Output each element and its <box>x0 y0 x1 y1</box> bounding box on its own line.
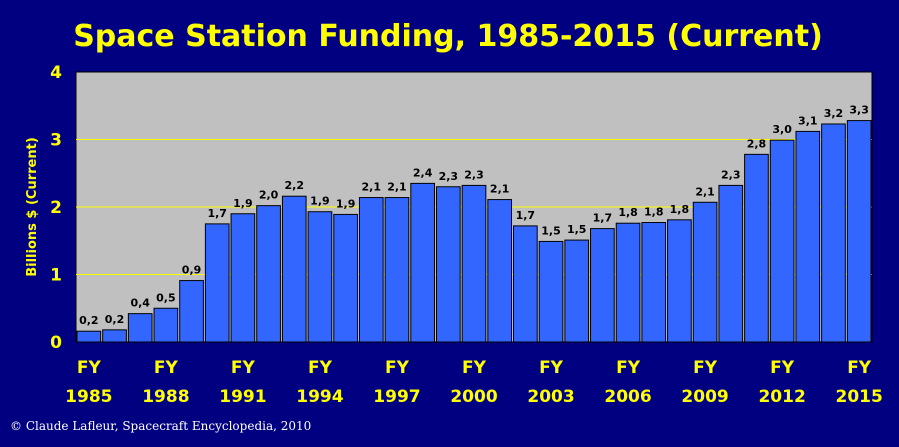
x-tick-label-year: 2009 <box>681 387 728 407</box>
data-label: 1,7 <box>593 212 613 225</box>
data-labels: 0,2 0,2 0,4 0,5 0,9 1,7 1,9 2,0 2,2 1,9 1,9 2,1 2,1 2… <box>79 104 869 328</box>
data-label: 1,9 <box>310 195 330 208</box>
data-label: 2,3 <box>721 168 741 181</box>
x-tick-label-fy: FY <box>308 358 333 378</box>
x-tick-label-year: 1997 <box>373 387 420 407</box>
y-tick-label: 0 <box>50 333 62 353</box>
data-label: 1,5 <box>541 224 561 237</box>
data-label: 2,8 <box>747 137 767 150</box>
data-label: 3,3 <box>849 104 869 117</box>
x-tick-label-year: 1985 <box>65 387 112 407</box>
x-tick-label-fy: FY <box>693 358 718 378</box>
bar <box>204 223 230 343</box>
data-label: 1,9 <box>336 197 356 210</box>
data-label: 2,4 <box>413 166 433 179</box>
data-label: 2,1 <box>362 181 382 194</box>
x-tick-label-fy: FY <box>154 358 179 378</box>
data-label: 3,1 <box>798 114 818 127</box>
bar <box>230 213 256 343</box>
data-label: 1,8 <box>618 206 638 219</box>
x-tick-label-fy: FY <box>231 358 256 378</box>
bar <box>615 222 641 343</box>
x-tick-label-year: 1994 <box>296 387 343 407</box>
chart-title: Space Station Funding, 1985-2015 (Curren… <box>73 19 823 54</box>
data-label: 0,9 <box>182 264 202 277</box>
x-tick-label-year: 1988 <box>142 387 189 407</box>
data-label: 2,3 <box>464 168 484 181</box>
bar <box>538 240 564 343</box>
bar <box>769 139 795 343</box>
bars <box>76 120 872 343</box>
bar <box>76 330 102 343</box>
data-label: 1,8 <box>670 203 690 216</box>
y-axis-label: Billions $ (Current) <box>25 137 40 277</box>
data-label: 1,7 <box>516 209 536 222</box>
x-tick-label-fy: FY <box>539 358 564 378</box>
data-label: 1,5 <box>567 223 587 236</box>
data-label: 2,0 <box>259 189 279 202</box>
y-tick-label: 3 <box>50 131 62 151</box>
data-label: 0,5 <box>156 291 176 304</box>
bar <box>435 186 461 343</box>
bar <box>692 201 718 343</box>
y-axis-ticks: 0 1 2 3 4 <box>50 63 62 353</box>
copyright-credit: © Claude Lafleur, Spacecraft Encyclopedi… <box>10 419 311 433</box>
bar <box>718 184 744 343</box>
data-label: 2,1 <box>695 185 715 198</box>
x-tick-label-fy: FY <box>616 358 641 378</box>
bar <box>358 197 384 343</box>
bar <box>795 130 821 343</box>
bar <box>846 120 872 343</box>
data-label: 1,9 <box>233 197 253 210</box>
bar <box>307 211 333 343</box>
bar <box>153 307 179 343</box>
x-tick-label-fy: FY <box>77 358 102 378</box>
bar <box>127 313 153 343</box>
data-label: 0,2 <box>105 313 125 326</box>
x-tick-label-year: 2006 <box>604 387 651 407</box>
x-tick-label-fy: FY <box>385 358 410 378</box>
data-label: 0,4 <box>130 297 150 310</box>
bar <box>333 213 358 343</box>
bar <box>590 228 615 343</box>
bar <box>461 184 487 343</box>
x-tick-label-year: 2003 <box>527 387 574 407</box>
x-tick-label-year: 2015 <box>835 387 882 407</box>
bar <box>821 123 846 343</box>
data-label: 3,0 <box>772 123 792 136</box>
data-label: 2,1 <box>490 183 510 196</box>
bar <box>513 225 538 343</box>
data-label: 1,8 <box>644 206 664 219</box>
y-tick-label: 1 <box>50 266 62 286</box>
bar <box>102 329 127 343</box>
y-tick-label: 2 <box>50 198 62 218</box>
x-tick-label-fy: FY <box>770 358 795 378</box>
bar <box>256 205 281 343</box>
y-tick-label: 4 <box>50 63 62 83</box>
bar <box>744 153 769 343</box>
data-label: 2,3 <box>439 170 459 183</box>
bar <box>641 222 667 343</box>
x-tick-label-year: 1991 <box>219 387 266 407</box>
data-label: 0,2 <box>79 314 99 327</box>
x-axis-ticks: FY 1985 FY 1988 FY 1991 FY 1994 FY 1997 FY 2000 FY 20… <box>65 358 883 407</box>
x-tick-label-year: 2012 <box>758 387 805 407</box>
data-label: 3,2 <box>824 107 844 120</box>
bar <box>410 182 435 343</box>
data-label: 1,7 <box>207 207 227 220</box>
bar <box>281 195 307 343</box>
x-tick-label-year: 2000 <box>450 387 497 407</box>
bar <box>487 199 513 343</box>
bar <box>179 280 204 343</box>
data-label: 2,1 <box>387 181 407 194</box>
bar <box>384 197 410 343</box>
data-label: 2,2 <box>285 179 305 192</box>
x-tick-label-fy: FY <box>462 358 487 378</box>
bar <box>667 219 692 343</box>
bar <box>564 239 590 343</box>
x-tick-label-fy: FY <box>847 358 872 378</box>
